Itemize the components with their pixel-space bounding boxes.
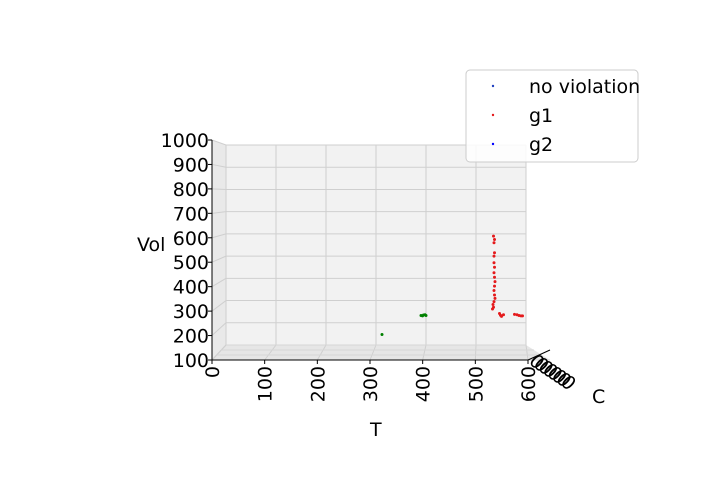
- x-tick-label: 400: [413, 366, 435, 402]
- data-point: [493, 237, 496, 241]
- side-grid-line: [211, 163, 227, 168]
- z-axis-label: Vol: [137, 234, 165, 256]
- data-point: [493, 293, 496, 297]
- data-point: [521, 314, 524, 318]
- legend: no violation g1 g2: [465, 69, 640, 163]
- side-grid-line: [211, 211, 227, 214]
- z-tick-label: 200: [173, 326, 209, 348]
- floor-grid-line: [316, 344, 327, 361]
- x-tick-labels: 0 100 200 300 400 500 600: [202, 360, 540, 402]
- left-pane: [212, 140, 226, 360]
- data-point: [493, 251, 496, 255]
- data-point: [423, 313, 427, 317]
- side-grid-line: [211, 277, 227, 288]
- floor-grid-line: [474, 344, 477, 361]
- x-tick-label: 500: [465, 366, 487, 402]
- data-point: [492, 300, 496, 304]
- y-axis-line: [527, 349, 551, 361]
- data-point: [492, 234, 495, 238]
- side-grid-line: [211, 139, 227, 146]
- z-tick-label: 100: [173, 350, 209, 372]
- x-axis-label: T: [369, 419, 382, 441]
- z-tick-label: 700: [173, 203, 209, 225]
- legend-label: g2: [529, 134, 553, 156]
- legend-marker: [491, 142, 495, 146]
- data-point: [492, 261, 496, 265]
- floor-grid-line: [264, 344, 277, 361]
- data-point: [493, 280, 497, 284]
- data-points: [380, 234, 524, 337]
- z-tick-label: 500: [173, 252, 209, 274]
- data-point: [493, 265, 496, 269]
- side-grid-line: [211, 188, 227, 190]
- x-tick-label: 100: [255, 366, 277, 402]
- z-tick-label: 300: [173, 301, 209, 323]
- x-tick-label: 300: [360, 366, 382, 402]
- z-tick-label: 600: [173, 228, 209, 250]
- legend-marker: [491, 84, 495, 88]
- x-tick-label: 200: [307, 366, 329, 402]
- x-tick-label: 600: [518, 366, 540, 402]
- legend-marker: [491, 113, 495, 117]
- side-grid-line: [211, 300, 227, 312]
- side-grid-line: [211, 322, 227, 336]
- data-point: [493, 275, 496, 279]
- data-point: [502, 313, 505, 317]
- data-point: [492, 241, 496, 245]
- z-tick-label: 1000: [161, 130, 209, 152]
- z-tick-label: 900: [173, 154, 209, 176]
- side-grid-line: [211, 255, 227, 263]
- data-point: [491, 303, 495, 307]
- floor-grid-line: [525, 344, 529, 361]
- data-point: [492, 254, 496, 258]
- data-point: [380, 333, 384, 337]
- data-point: [513, 312, 516, 316]
- z-tick-label: 400: [173, 277, 209, 299]
- legend-label: no violation: [529, 76, 640, 98]
- y-axis-label: C: [592, 386, 605, 408]
- data-point: [421, 314, 424, 318]
- data-point: [492, 289, 496, 293]
- floor-grid-line: [422, 344, 427, 361]
- legend-frame: [465, 69, 639, 163]
- side-grid-line: [211, 233, 227, 239]
- legend-label: g1: [529, 105, 553, 127]
- x-tick-label: 0: [202, 366, 224, 378]
- data-point: [493, 284, 496, 288]
- z-tick-label: 800: [173, 179, 209, 201]
- data-point: [493, 296, 497, 300]
- data-point: [492, 271, 496, 275]
- floor-grid-line: [369, 344, 377, 361]
- data-point: [491, 307, 494, 311]
- floor-pane: [212, 345, 550, 360]
- side-grid-line: [211, 344, 227, 361]
